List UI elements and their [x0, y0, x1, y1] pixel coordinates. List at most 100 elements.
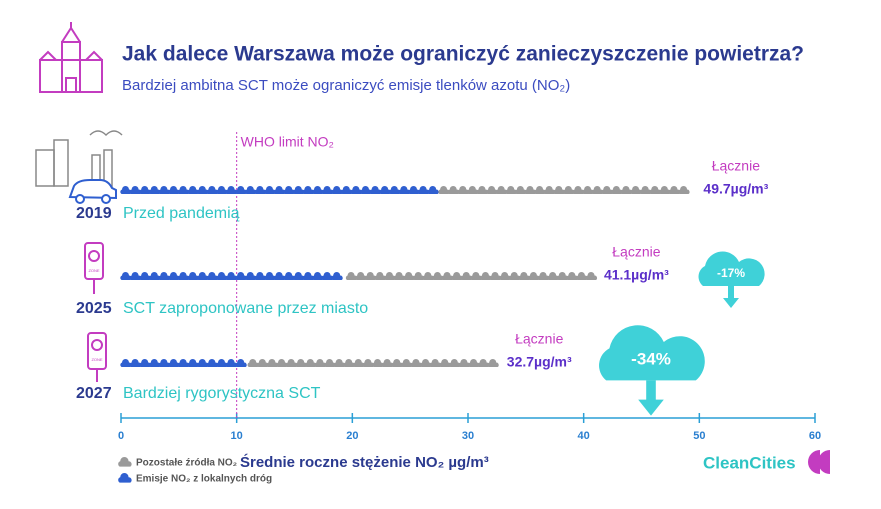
cloud-icon [129, 272, 142, 280]
legend-swatch [118, 473, 132, 483]
cloud-icon [537, 272, 550, 280]
cloud-icon [582, 186, 594, 194]
total-label: 41.1µg/m³ [604, 267, 669, 283]
cloud-icon [499, 272, 511, 280]
cloud-icon [401, 359, 413, 367]
cloud-icon [120, 272, 132, 280]
cloud-segment [120, 359, 247, 367]
reduction-cloud [599, 325, 705, 381]
cloud-icon [379, 186, 391, 194]
zone-text: ZONE [88, 268, 99, 273]
cloud-icon [374, 272, 386, 280]
cloud-icon [120, 186, 132, 194]
cloud-icon [441, 272, 454, 280]
cloud-icon [403, 272, 415, 280]
cloud-icon [312, 186, 324, 194]
cloud-icon [365, 272, 377, 280]
x-axis-label: Średnie roczne stężenie NO₂ µg/m³ [240, 453, 489, 471]
cloud-icon [372, 359, 384, 367]
reduction-arrow [723, 286, 739, 308]
x-tick-label: 10 [231, 430, 243, 442]
cloud-icon [235, 272, 247, 280]
x-tick-label: 20 [346, 430, 358, 442]
cloud-icon [659, 186, 671, 194]
cloud-icon [283, 272, 295, 280]
year-label: 2019 [76, 205, 112, 222]
total-label: 49.7µg/m³ [703, 181, 768, 197]
legend-label: Pozostałe źródła NO₂ [136, 458, 237, 469]
cloud-icon [168, 186, 180, 194]
row-label: SCT zaproponowane przez miasto [123, 300, 368, 317]
reference-label: WHO limit NO₂ [241, 134, 334, 150]
cloud-icon [312, 272, 324, 280]
cloud-icon [264, 272, 276, 280]
cloud-icon [668, 186, 680, 194]
cloud-icon [216, 359, 228, 367]
cloud-icon [129, 359, 142, 367]
subtitle: Bardziej ambitna SCT może ograniczyć emi… [122, 77, 570, 94]
cloud-segment [345, 272, 598, 280]
year-label: 2027 [76, 385, 112, 402]
cloud-icon [449, 359, 461, 367]
cloud-icon [480, 272, 492, 280]
cloud-icon [295, 359, 307, 367]
zone-text: ZONE [91, 357, 102, 362]
cloud-icon [591, 186, 604, 194]
x-tick-label: 0 [118, 430, 124, 442]
cloud-icon [321, 272, 334, 280]
total-title: Łącznie [712, 158, 760, 174]
reduction-label: -34% [631, 349, 671, 368]
cloud-icon [524, 186, 536, 194]
cloud-icon [611, 186, 623, 194]
cloud-icon [257, 359, 269, 367]
cloud-icon [245, 186, 257, 194]
cloud-icon [518, 272, 530, 280]
cloud-icon [302, 272, 314, 280]
x-tick-label: 30 [462, 430, 474, 442]
total-title: Łącznie [515, 331, 563, 347]
cloud-icon [168, 359, 180, 367]
cloud-icon [467, 186, 479, 194]
reduction-cloud [698, 251, 765, 286]
total-title: Łącznie [612, 244, 660, 260]
legend-swatch [118, 457, 132, 467]
cloud-icon [305, 359, 317, 367]
cloud-segment [120, 186, 439, 194]
cloud-icon [487, 359, 499, 367]
cloud-icon [283, 186, 295, 194]
cloud-icon [235, 186, 247, 194]
cloud-icon [461, 272, 473, 280]
cloud-icon [324, 359, 336, 367]
cloud-icon [149, 272, 161, 280]
cloud-icon [477, 359, 490, 367]
cloud-icon [576, 272, 588, 280]
total-label: 32.7µg/m³ [507, 354, 572, 370]
cloud-icon [447, 186, 460, 194]
cloud-icon [341, 186, 353, 194]
cloud-icon [187, 272, 199, 280]
cloud-icon [509, 272, 521, 280]
cloud-icon [302, 186, 314, 194]
cloud-icon [360, 186, 372, 194]
logo: CleanCities [703, 453, 796, 472]
cloud-icon [620, 186, 632, 194]
cloud-icon [139, 186, 151, 194]
x-tick-label: 60 [809, 430, 821, 442]
cloud-icon [235, 359, 247, 367]
cloud-icon [495, 186, 508, 194]
reduction-arrow [638, 380, 664, 416]
cloud-icon [343, 359, 355, 367]
cloud-icon [585, 272, 598, 280]
cloud-icon [553, 186, 565, 194]
cloud-icon [457, 186, 469, 194]
cloud-icon [168, 272, 180, 280]
cloud-icon [534, 186, 546, 194]
cloud-icon [476, 186, 488, 194]
cloud-icon [420, 359, 432, 367]
cloud-icon [276, 359, 288, 367]
cloud-icon [563, 186, 575, 194]
cloud-icon [489, 272, 502, 280]
city-icon [35, 130, 123, 188]
cloud-icon [216, 186, 228, 194]
cloud-icon [429, 359, 442, 367]
